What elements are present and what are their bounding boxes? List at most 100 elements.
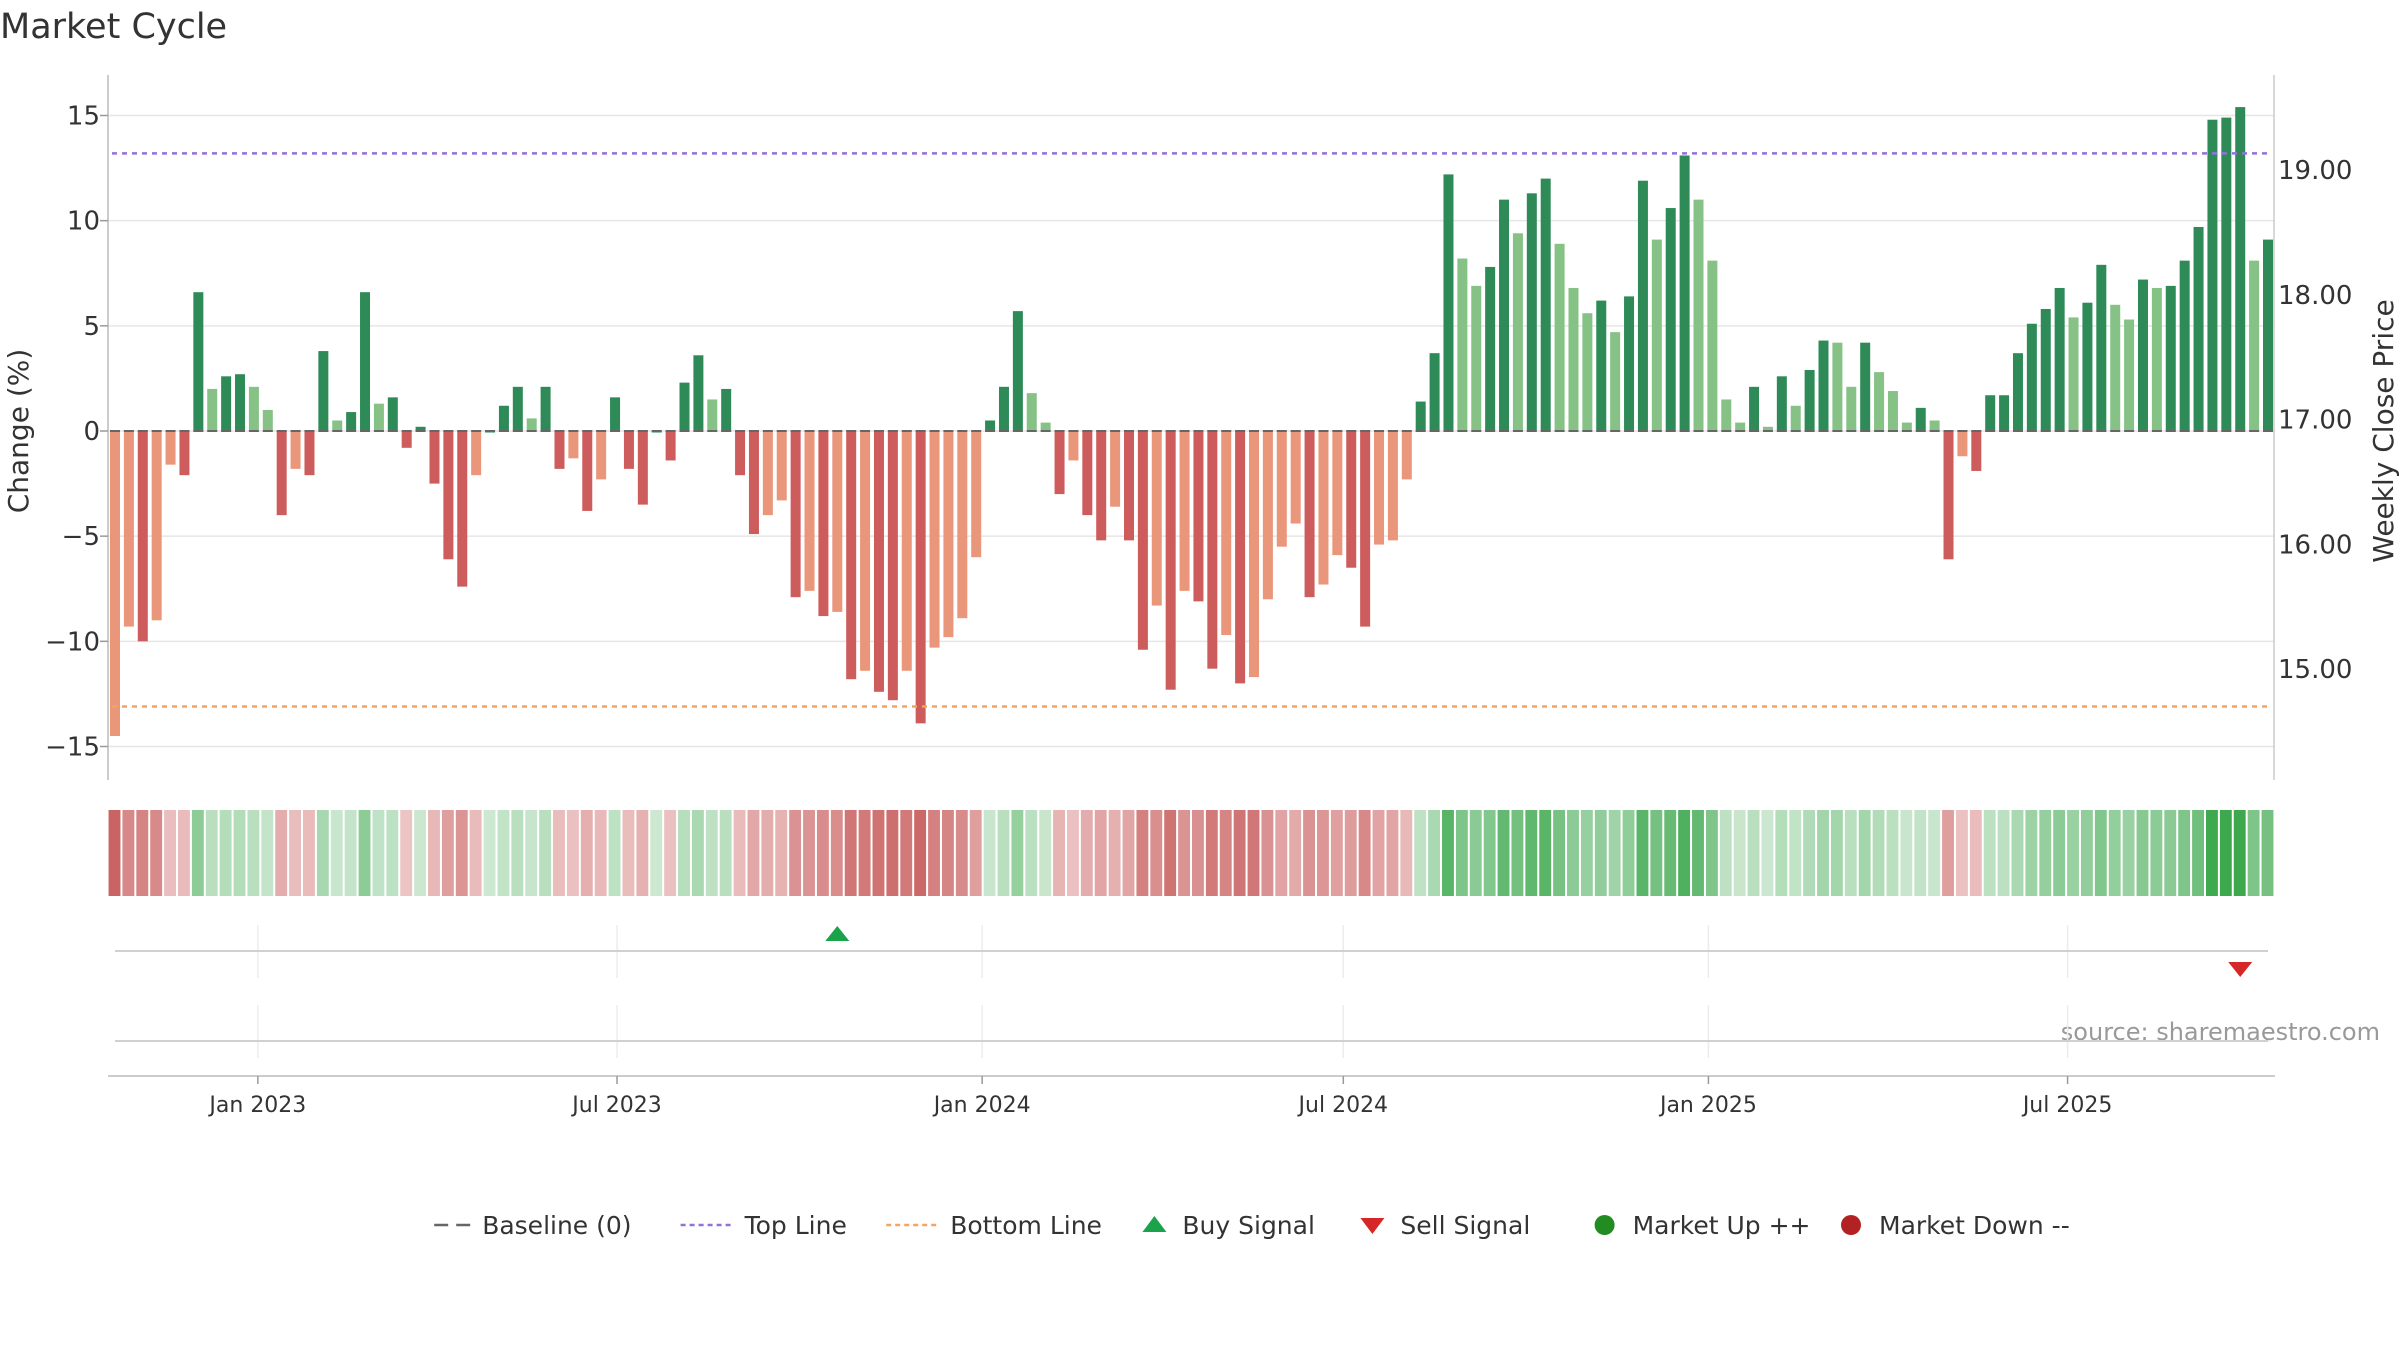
bar <box>1749 386 1760 431</box>
bar <box>735 431 746 476</box>
x-axis: Jan 2023 Jul 2023 Jan 2024 Jul 2024 Jan 2025… <box>108 1075 2275 1118</box>
y-axis-label: Change (%) <box>2 349 35 514</box>
heat-cell <box>1094 810 1107 896</box>
heat-cell <box>664 810 677 896</box>
bar <box>1874 372 1885 431</box>
heat-cell <box>1150 810 1163 896</box>
heat-cell <box>539 810 552 896</box>
heat-cell <box>705 810 718 896</box>
heat-cell <box>1080 810 1093 896</box>
bar <box>1554 243 1565 431</box>
bar <box>679 382 690 431</box>
bar <box>2096 264 2107 431</box>
bar <box>846 431 857 680</box>
heat-cell <box>469 810 482 896</box>
bar <box>1679 155 1690 432</box>
heat-cell <box>1136 810 1149 896</box>
bar <box>1082 431 1093 516</box>
bar <box>1832 342 1843 431</box>
heat-cell <box>678 810 690 896</box>
bar <box>1790 405 1801 431</box>
heat-cell <box>844 810 857 896</box>
heat-cell <box>1997 810 2010 896</box>
heat-cell <box>1539 810 1552 896</box>
heat-cell <box>1525 810 1538 896</box>
heat-cell <box>1219 810 1232 896</box>
bar <box>221 376 232 431</box>
bar <box>1415 401 1426 431</box>
bar <box>443 431 454 560</box>
heat-cell <box>1317 810 1329 896</box>
bar <box>1707 260 1718 431</box>
bar <box>1387 431 1398 541</box>
heat-cell <box>1942 810 1954 896</box>
bar <box>2012 353 2023 431</box>
heat-cell <box>1608 810 1621 896</box>
heat-cell <box>1747 810 1760 896</box>
heat-cell <box>997 810 1010 896</box>
heat-cell <box>1705 810 1718 896</box>
heat-cell <box>428 810 440 896</box>
heat-cell <box>553 810 565 896</box>
bar <box>2235 107 2246 431</box>
legend-label: Market Down -- <box>1879 1211 2070 1240</box>
bar <box>693 355 704 431</box>
bar <box>998 386 1009 431</box>
legend-circle-icon <box>1841 1215 1861 1235</box>
bar <box>373 403 384 431</box>
heat-cell <box>205 810 218 896</box>
heat-cell <box>594 810 607 896</box>
y2-tick-label: 16.00 <box>2278 530 2352 560</box>
heat-cell <box>1386 810 1399 896</box>
bar <box>1762 426 1773 431</box>
bar <box>1985 395 1996 431</box>
bar <box>2221 117 2232 431</box>
bar <box>1582 313 1593 431</box>
heat-cell <box>1497 810 1510 896</box>
bar <box>332 420 343 431</box>
heat-cell <box>2233 810 2246 896</box>
heat-cell <box>1400 810 1413 896</box>
bar <box>1485 266 1496 431</box>
heat-cell <box>1844 810 1857 896</box>
heat-cell <box>122 810 135 896</box>
bar <box>818 431 829 617</box>
bar <box>165 431 176 465</box>
bar <box>1318 431 1329 585</box>
bar <box>1860 342 1871 431</box>
bar <box>971 431 982 558</box>
heat-cell <box>1692 810 1704 896</box>
bar <box>137 431 148 642</box>
bar <box>1262 431 1273 600</box>
heat-cell <box>747 810 760 896</box>
heat-cell <box>1205 810 1218 896</box>
bar <box>1665 208 1676 431</box>
legend-label: Market Up ++ <box>1633 1211 1811 1240</box>
x-tick-label: Jul 2024 <box>1297 1093 1389 1118</box>
heat-cell <box>1108 810 1121 896</box>
bar <box>318 351 329 431</box>
heat-cell <box>1580 810 1593 896</box>
bar <box>2207 119 2218 431</box>
heat-cell <box>1039 810 1052 896</box>
bar <box>360 292 371 431</box>
bar <box>554 431 565 469</box>
heat-cell <box>1761 810 1774 896</box>
heat-cell <box>414 810 427 896</box>
heat-cell <box>1011 810 1024 896</box>
heat-cell <box>1053 810 1065 896</box>
bar <box>1637 180 1648 431</box>
heat-cell <box>2178 810 2191 896</box>
bar <box>235 374 246 431</box>
heat-cell <box>955 810 968 896</box>
bar <box>832 431 843 612</box>
bar <box>1290 431 1301 524</box>
bar <box>151 431 162 621</box>
y-tick-label: 5 <box>83 312 100 342</box>
heat-cell <box>497 810 510 896</box>
heat-cell <box>2108 810 2121 896</box>
heat-cell <box>1442 810 1454 896</box>
bar <box>1846 386 1857 431</box>
heat-cell <box>483 810 496 896</box>
bar <box>1693 199 1704 431</box>
